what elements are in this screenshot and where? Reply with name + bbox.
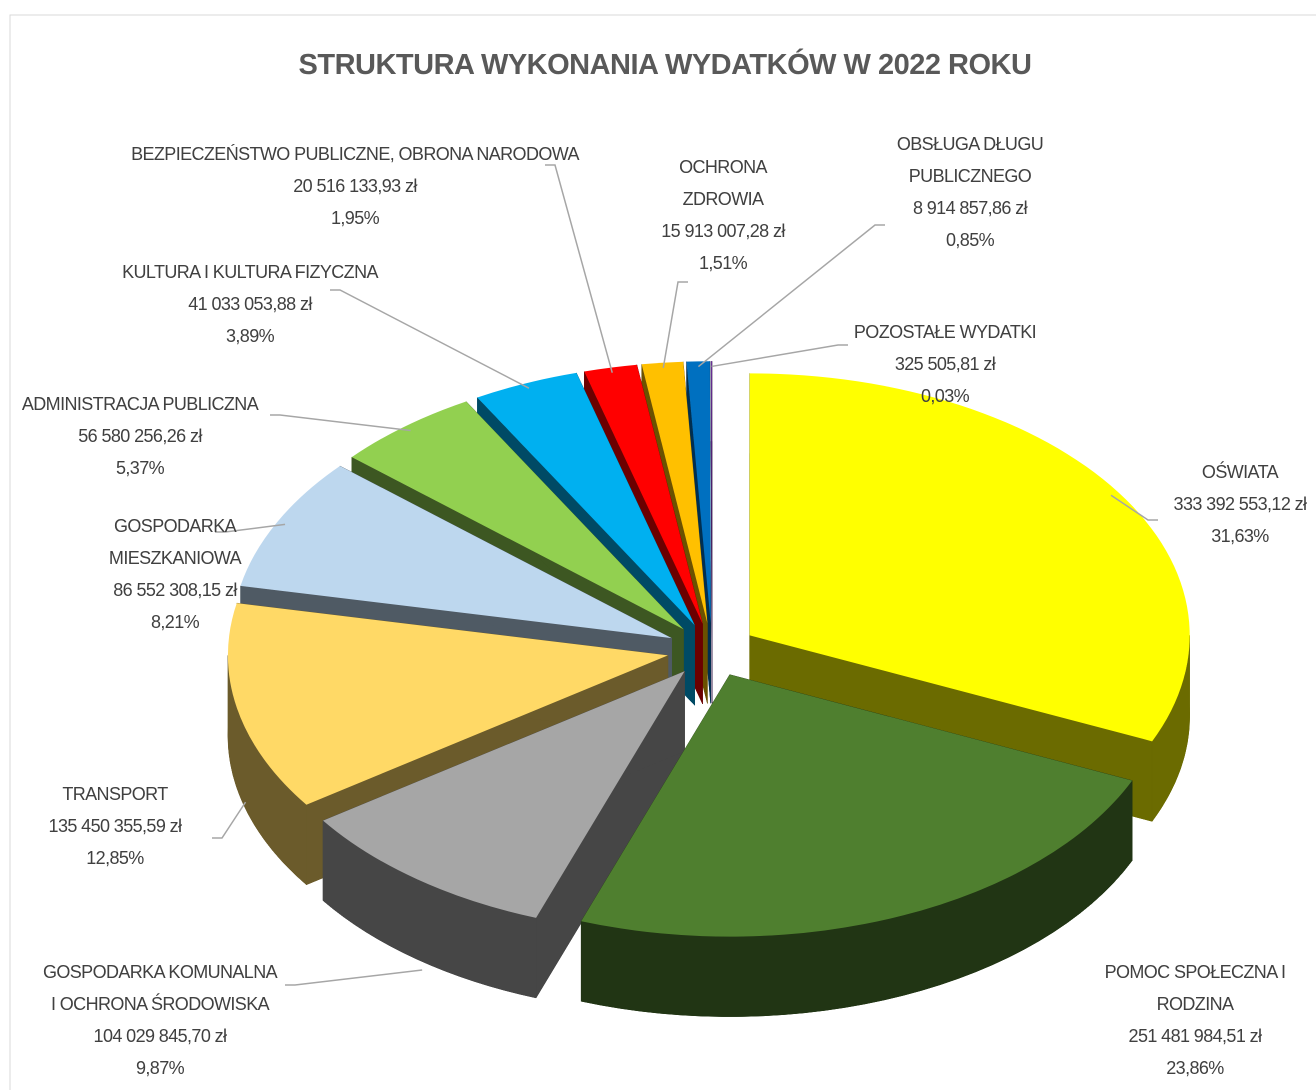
- percent-label: 23,86%: [1166, 1058, 1224, 1078]
- leader-line: [270, 414, 411, 432]
- value-label: 86 552 308,15 zł: [113, 580, 237, 600]
- value-label: 251 481 984,51 zł: [1129, 1026, 1263, 1046]
- percent-label: 1,51%: [699, 253, 748, 273]
- pie-slice: [584, 364, 703, 624]
- percent-label: 12,85%: [86, 848, 144, 868]
- pie-slice: [581, 674, 1133, 937]
- value-label: 20 516 133,93 zł: [293, 176, 417, 196]
- slice-label: OBSŁUGA DŁUGU: [897, 134, 1043, 154]
- value-label: 333 392 553,12 zł: [1174, 494, 1308, 514]
- pie-slice: [477, 372, 695, 626]
- value-label: 325 505,81 zł: [895, 354, 996, 374]
- value-label: 15 913 007,28 zł: [661, 221, 785, 241]
- slice-label: OCHRONA: [679, 157, 767, 177]
- pie-slice: [351, 401, 684, 630]
- percent-label: 1,95%: [331, 208, 380, 228]
- slice-label: PUBLICZNEGO: [909, 166, 1032, 186]
- chart-title: STRUKTURA WYKONANIA WYDATKÓW W 2022 ROKU: [299, 47, 1032, 81]
- value-label: 8 914 857,86 zł: [913, 198, 1028, 218]
- leader-line: [711, 344, 848, 368]
- slice-label: POZOSTAŁE WYDATKI: [854, 322, 1036, 342]
- value-label: 56 580 256,26 zł: [78, 426, 202, 446]
- pie-slice: [749, 373, 1190, 742]
- slice-label: ADMINISTRACJA PUBLICZNA: [22, 394, 259, 414]
- leader-line: [215, 523, 286, 533]
- percent-label: 8,21%: [151, 612, 200, 632]
- value-label: 135 450 355,59 zł: [49, 816, 183, 836]
- leader-line: [330, 289, 530, 389]
- pie-slice: [323, 671, 685, 918]
- pie-slice: [227, 603, 668, 805]
- pie-slice: [641, 361, 708, 624]
- slice-label: I OCHRONA ŚRODOWISKA: [51, 993, 270, 1014]
- slice-label: ZDROWIA: [683, 189, 764, 209]
- percent-label: 31,63%: [1211, 526, 1269, 546]
- percent-label: 9,87%: [136, 1058, 185, 1078]
- value-label: 41 033 053,88 zł: [188, 294, 312, 314]
- slice-label: MIESZKANIOWA: [109, 548, 242, 568]
- leader-line: [1110, 494, 1158, 521]
- pie-slice: [240, 466, 672, 639]
- pie-slice: [711, 361, 712, 624]
- slice-label: OŚWIATA: [1202, 461, 1279, 482]
- leader-line: [212, 801, 247, 839]
- percent-label: 0,85%: [946, 230, 995, 250]
- leader-line: [285, 969, 423, 986]
- leader-line: [697, 224, 885, 368]
- slice-label: GOSPODARKA: [114, 516, 237, 536]
- slice-label: POMOC SPOŁECZNA I: [1105, 962, 1286, 982]
- percent-label: 3,89%: [226, 326, 275, 346]
- slice-label: TRANSPORT: [62, 784, 168, 804]
- slice-label: BEZPIECZEŃSTWO PUBLICZNE, OBRONA NARODOW…: [131, 144, 579, 164]
- percent-label: 0,03%: [921, 386, 970, 406]
- slice-label: RODZINA: [1157, 994, 1234, 1014]
- leader-line: [545, 164, 613, 373]
- value-label: 104 029 845,70 zł: [94, 1026, 228, 1046]
- percent-label: 5,37%: [116, 458, 165, 478]
- slice-label: GOSPODARKA KOMUNALNA: [43, 962, 278, 982]
- pie-slice: [686, 361, 711, 624]
- leader-line: [662, 281, 688, 369]
- slice-label: KULTURA I KULTURA FIZYCZNA: [122, 262, 378, 282]
